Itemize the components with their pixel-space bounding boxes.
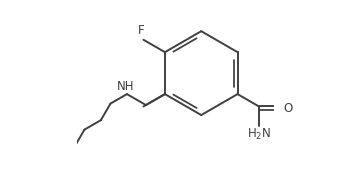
Text: H$_2$N: H$_2$N <box>247 127 271 142</box>
Text: F: F <box>138 25 145 37</box>
Text: O: O <box>283 102 293 114</box>
Text: NH: NH <box>117 80 135 93</box>
